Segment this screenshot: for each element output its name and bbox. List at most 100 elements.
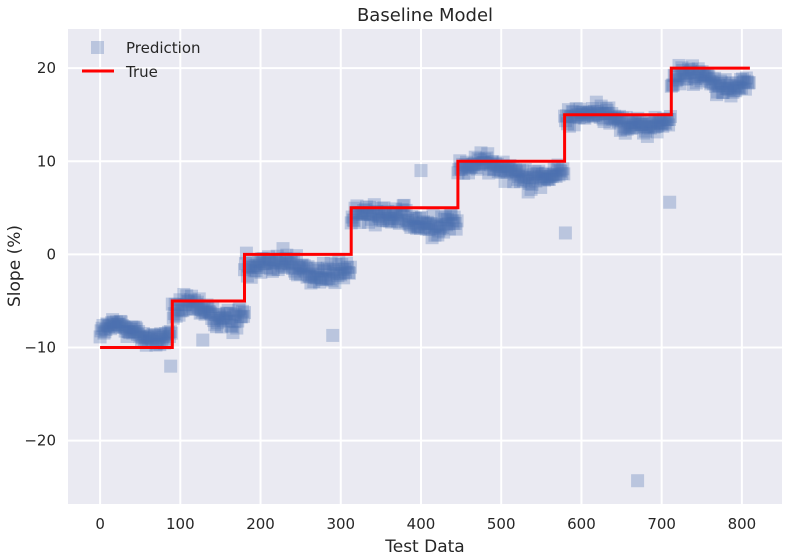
prediction-point bbox=[185, 289, 199, 303]
prediction-point bbox=[358, 207, 372, 221]
y-tick-labels: −20 −10 0 10 20 bbox=[24, 59, 56, 450]
prediction-point bbox=[329, 257, 343, 271]
prediction-point bbox=[539, 170, 553, 184]
prediction-point bbox=[140, 330, 154, 344]
prediction-point bbox=[552, 168, 566, 182]
prediction-point bbox=[603, 116, 617, 130]
prediction-point bbox=[99, 322, 113, 336]
prediction-point bbox=[300, 270, 314, 284]
prediction-point bbox=[96, 318, 110, 332]
prediction-point bbox=[521, 185, 535, 199]
prediction-point bbox=[693, 68, 707, 82]
prediction-point bbox=[137, 335, 151, 349]
prediction-point bbox=[341, 260, 355, 274]
prediction-point bbox=[655, 117, 669, 131]
prediction-point bbox=[439, 210, 453, 224]
prediction-point bbox=[268, 255, 282, 269]
prediction-point bbox=[391, 212, 405, 226]
prediction-point bbox=[330, 266, 344, 280]
prediction-point bbox=[646, 117, 660, 131]
prediction-point bbox=[720, 81, 734, 95]
prediction-point bbox=[520, 170, 534, 184]
prediction-point bbox=[147, 328, 161, 342]
prediction-point bbox=[251, 260, 265, 274]
prediction-point bbox=[624, 121, 638, 135]
prediction-point bbox=[172, 308, 186, 322]
prediction-point bbox=[712, 79, 726, 93]
prediction-point bbox=[688, 72, 702, 86]
prediction-point bbox=[126, 326, 140, 340]
prediction-point bbox=[429, 218, 443, 232]
prediction-point bbox=[674, 68, 688, 82]
prediction-point bbox=[610, 113, 624, 127]
prediction-point bbox=[541, 172, 555, 186]
prediction-point bbox=[679, 66, 693, 80]
prediction-point bbox=[206, 300, 220, 314]
prediction-point bbox=[135, 331, 149, 345]
prediction-point bbox=[517, 171, 531, 185]
prediction-point bbox=[281, 255, 295, 269]
prediction-point bbox=[110, 317, 124, 331]
prediction-point bbox=[285, 255, 299, 269]
prediction-point bbox=[193, 306, 207, 320]
prediction-point bbox=[696, 69, 710, 83]
prediction-point bbox=[681, 66, 695, 80]
prediction-point bbox=[222, 314, 236, 328]
prediction-point bbox=[196, 333, 210, 347]
prediction-point bbox=[716, 86, 730, 100]
prediction-point bbox=[295, 258, 309, 272]
prediction-point bbox=[515, 164, 529, 178]
prediction-point bbox=[707, 77, 721, 91]
prediction-point bbox=[138, 331, 152, 345]
prediction-point bbox=[680, 72, 694, 86]
prediction-point bbox=[483, 162, 497, 176]
prediction-point bbox=[457, 166, 471, 180]
prediction-point bbox=[663, 195, 677, 209]
prediction-point bbox=[366, 206, 380, 220]
prediction-point bbox=[342, 266, 356, 280]
prediction-point bbox=[640, 129, 654, 143]
prediction-point bbox=[183, 302, 197, 316]
prediction-point bbox=[538, 166, 552, 180]
prediction-point bbox=[291, 261, 305, 275]
prediction-point bbox=[505, 163, 519, 177]
prediction-point bbox=[735, 81, 749, 95]
prediction-point bbox=[411, 219, 425, 233]
prediction-point bbox=[706, 72, 720, 86]
prediction-point bbox=[355, 206, 369, 220]
prediction-point bbox=[142, 331, 156, 345]
prediction-point bbox=[362, 215, 376, 229]
prediction-point bbox=[334, 268, 348, 282]
prediction-point bbox=[561, 103, 575, 117]
prediction-point bbox=[514, 168, 528, 182]
prediction-point bbox=[573, 102, 587, 116]
prediction-point bbox=[441, 217, 455, 231]
prediction-point bbox=[253, 254, 267, 268]
prediction-point bbox=[432, 224, 446, 238]
prediction-point bbox=[159, 327, 173, 341]
prediction-point bbox=[354, 206, 368, 220]
prediction-point bbox=[549, 169, 563, 183]
prediction-point bbox=[474, 146, 488, 160]
prediction-point bbox=[202, 305, 216, 319]
prediction-point bbox=[633, 114, 647, 128]
prediction-point bbox=[400, 213, 414, 227]
prediction-point bbox=[414, 211, 428, 225]
prediction-point bbox=[461, 166, 475, 180]
prediction-point bbox=[209, 307, 223, 321]
prediction-point bbox=[175, 303, 189, 317]
prediction-point bbox=[420, 215, 434, 229]
prediction-point bbox=[687, 70, 701, 84]
prediction-point bbox=[118, 324, 132, 338]
prediction-point bbox=[437, 225, 451, 239]
prediction-point bbox=[237, 306, 251, 320]
prediction-point bbox=[449, 222, 463, 236]
prediction-point bbox=[531, 166, 545, 180]
prediction-point bbox=[102, 320, 116, 334]
prediction-point bbox=[323, 272, 337, 286]
prediction-point bbox=[307, 275, 321, 289]
prediction-point bbox=[513, 175, 527, 189]
prediction-point bbox=[622, 120, 636, 134]
prediction-point bbox=[499, 162, 513, 176]
prediction-point bbox=[656, 119, 670, 133]
